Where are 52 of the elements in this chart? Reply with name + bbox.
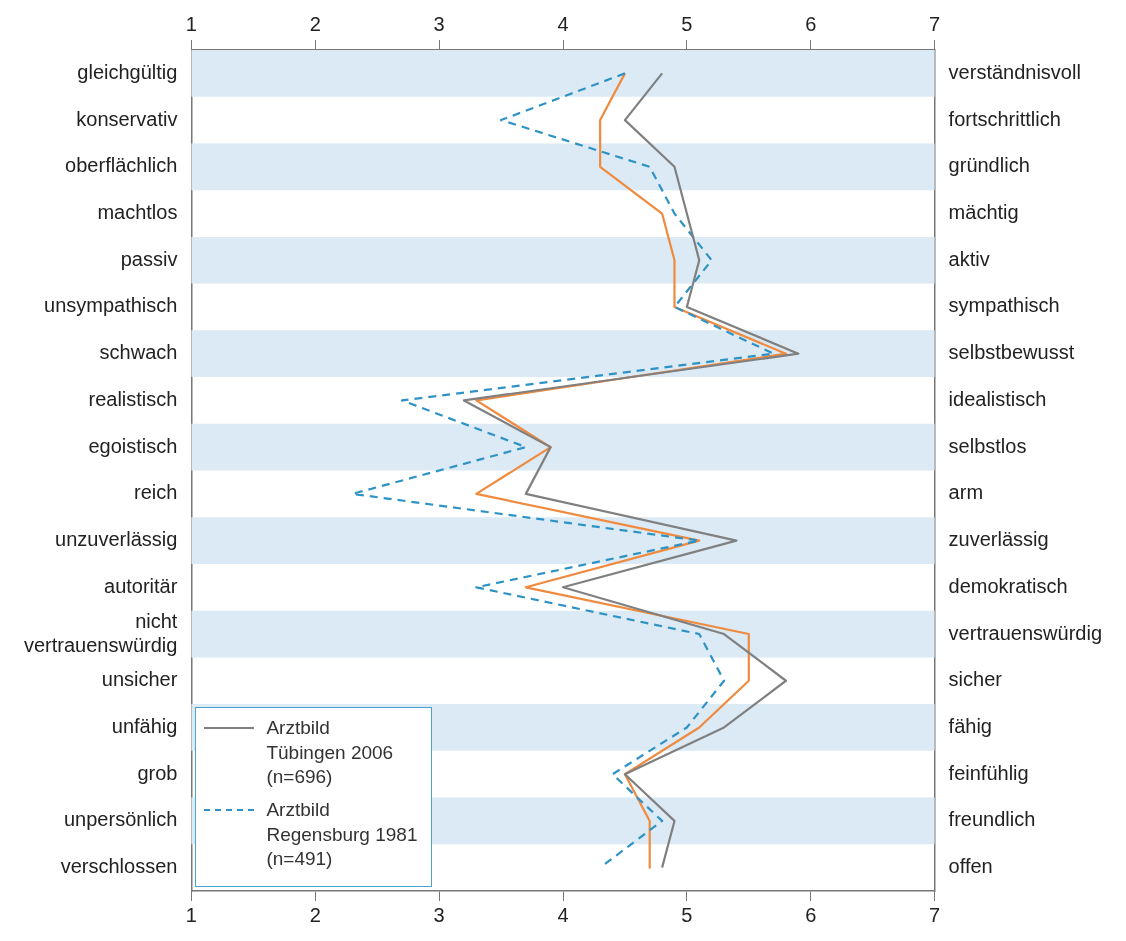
- y-tick-label: grob: [137, 761, 178, 784]
- x-tick-label: 3: [433, 12, 445, 35]
- y-tick-label: konservativ: [76, 107, 178, 130]
- y2-tick-label: mächtig: [948, 201, 1019, 224]
- y-tick-label: autoritär: [104, 574, 178, 597]
- x2-tick-label: 5: [681, 903, 693, 926]
- y2-tick-label: selbstlos: [948, 434, 1027, 457]
- y-tick-label: unpersönlich: [63, 808, 178, 831]
- y-tick-label: gleichgültig: [77, 60, 178, 83]
- y-tick-label: schwach: [99, 341, 178, 364]
- y2-tick-label: fortschrittlich: [948, 107, 1061, 130]
- y2-tick-label: freundlich: [948, 808, 1036, 831]
- y-tick-label: egoistisch: [88, 434, 178, 457]
- y2-tick-label: offen: [948, 855, 993, 878]
- y-tick-label: machtlos: [97, 201, 178, 224]
- x2-tick-label: 6: [805, 903, 817, 926]
- x2-tick-label: 4: [557, 903, 569, 926]
- y2-tick-label: zuverlässig: [948, 528, 1049, 551]
- y-tick-label: unzuverlässig: [55, 528, 178, 551]
- x2-tick-label: 7: [929, 903, 941, 926]
- x2-tick-label: 2: [309, 903, 321, 926]
- x-tick-label: 7: [929, 12, 941, 35]
- y2-tick-label: sicher: [948, 668, 1003, 691]
- y-tick-label: unfähig: [111, 714, 178, 737]
- x-tick-label: 4: [557, 12, 569, 35]
- y-tick-label: nicht vertrauenswürdig: [23, 609, 178, 656]
- y2-tick-label: demokratisch: [948, 574, 1068, 597]
- y-tick-label: realistisch: [88, 387, 178, 410]
- y-tick-label: unsicher: [101, 668, 178, 691]
- y2-tick-label: idealistisch: [948, 387, 1047, 410]
- y2-tick-label: verständnisvoll: [948, 60, 1081, 83]
- y2-tick-label: gründlich: [948, 154, 1030, 177]
- x-tick-label: 5: [681, 12, 693, 35]
- y-tick-label: verschlossen: [60, 855, 178, 878]
- y-tick-label: passiv: [120, 247, 178, 270]
- y2-tick-label: vertrauenswürdig: [948, 621, 1103, 644]
- x2-tick-label: 1: [185, 903, 197, 926]
- x-tick-label: 6: [805, 12, 817, 35]
- y2-tick-label: fähig: [948, 714, 992, 737]
- legend-label: Arztbild Regensburg 1981 (n=491): [266, 797, 418, 872]
- x2-tick-label: 3: [433, 903, 445, 926]
- y2-tick-label: feinfühlig: [948, 761, 1029, 784]
- y2-tick-label: arm: [948, 481, 984, 504]
- x-tick-label: 1: [185, 12, 197, 35]
- y2-tick-label: aktiv: [948, 247, 990, 270]
- y-tick-label: reich: [134, 481, 178, 504]
- y-tick-label: unsympathisch: [44, 294, 178, 317]
- y-tick-label: oberflächlich: [65, 154, 178, 177]
- y2-tick-label: sympathisch: [948, 294, 1060, 317]
- x-tick-label: 2: [309, 12, 321, 35]
- y2-tick-label: selbstbewusst: [948, 341, 1075, 364]
- legend-label: Arztbild Tübingen 2006 (n=696): [266, 715, 394, 790]
